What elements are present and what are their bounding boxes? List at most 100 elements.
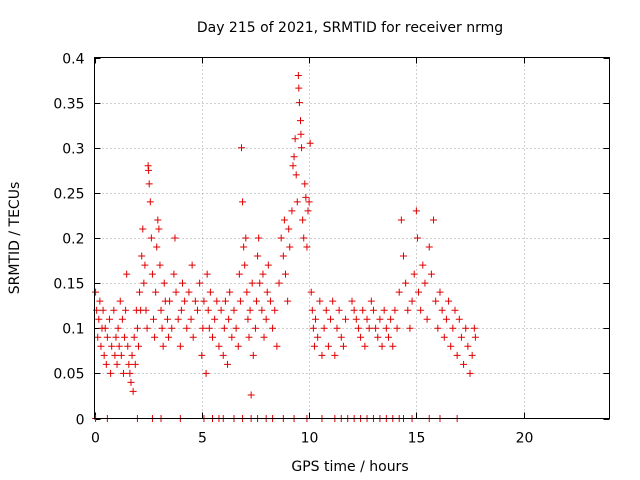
data-point: [302, 193, 310, 201]
data-point: [412, 207, 420, 215]
data-point: [121, 333, 129, 341]
data-point: [309, 324, 317, 332]
data-point: [249, 351, 257, 359]
data-point: [248, 279, 256, 287]
data-point: [145, 180, 153, 188]
data-point: [284, 297, 292, 305]
data-point: [299, 216, 307, 224]
data-point: [211, 315, 219, 323]
data-point: [145, 166, 153, 174]
data-point: [258, 306, 266, 314]
data-point: [107, 369, 115, 377]
x-tick-label: 0: [91, 431, 100, 447]
data-point: [247, 391, 255, 399]
data-point: [176, 342, 184, 350]
data-point: [203, 270, 211, 278]
data-point: [221, 297, 229, 305]
axis-ticks: 0 0.05 0.1 0.15 0.2 0.25 0.3 0.35 0.4 0 5 10 15 20: [53, 52, 610, 447]
data-point: [143, 324, 151, 332]
data-point: [369, 306, 377, 314]
data-point: [306, 139, 314, 147]
data-point: [300, 234, 308, 242]
data-point: [198, 351, 206, 359]
data-point: [427, 270, 435, 278]
data-point: [152, 288, 160, 296]
data-point: [440, 333, 448, 341]
x-tick-label: 5: [198, 431, 207, 447]
data-point: [285, 225, 293, 233]
data-point: [191, 297, 199, 305]
data-point: [156, 261, 164, 269]
data-point: [434, 324, 442, 332]
data-point: [308, 306, 316, 314]
data-point: [92, 288, 100, 296]
data-point: [400, 252, 407, 260]
data-point: [288, 207, 296, 215]
data-point: [449, 324, 457, 332]
data-point: [331, 351, 339, 359]
data-point: [275, 279, 283, 287]
data-point: [305, 198, 313, 206]
data-point: [100, 351, 108, 359]
data-point: [314, 333, 322, 341]
data-point: [397, 216, 405, 224]
data-point: [94, 333, 102, 341]
data-point: [138, 252, 146, 260]
data-point: [273, 342, 281, 350]
data-point: [103, 333, 111, 341]
data-point: [151, 333, 159, 341]
data-point: [118, 315, 126, 323]
data-point: [464, 342, 472, 350]
data-point: [406, 324, 414, 332]
data-point: [269, 324, 277, 332]
data-point: [262, 315, 270, 323]
data-point: [291, 135, 299, 143]
data-point: [378, 342, 386, 350]
data-point: [419, 261, 427, 269]
data-point: [112, 333, 120, 341]
data-point: [277, 234, 285, 242]
data-point: [127, 378, 135, 386]
data-point: [417, 306, 425, 314]
data-point: [159, 342, 167, 350]
data-point: [122, 306, 130, 314]
data-point: [292, 171, 300, 179]
data-point: [96, 297, 104, 305]
data-point: [126, 369, 134, 377]
data-point: [303, 243, 311, 251]
data-point: [365, 324, 373, 332]
data-point: [160, 279, 168, 287]
data-point: [166, 297, 174, 305]
data-point: [111, 351, 119, 359]
data-point: [226, 288, 234, 296]
data-point: [445, 297, 453, 305]
data-point: [202, 369, 210, 377]
data-point: [304, 207, 312, 215]
data-point: [322, 306, 330, 314]
data-point: [217, 306, 225, 314]
data-point: [139, 225, 147, 233]
data-point: [204, 306, 212, 314]
data-point: [116, 297, 124, 305]
data-point: [177, 306, 185, 314]
data-point: [243, 288, 251, 296]
data-point: [256, 279, 264, 287]
data-point: [408, 297, 416, 305]
data-point: [393, 324, 401, 332]
data-point: [234, 342, 242, 350]
data-point: [466, 369, 474, 377]
y-tick-label: 0.15: [53, 277, 84, 293]
data-point: [471, 333, 479, 341]
data-point: [432, 297, 440, 305]
data-point: [447, 342, 455, 350]
data-point: [114, 324, 122, 332]
data-point: [387, 315, 395, 323]
data-point: [264, 261, 272, 269]
data-point: [232, 324, 240, 332]
data-point: [402, 279, 410, 287]
data-point: [310, 342, 318, 350]
data-point: [339, 342, 347, 350]
y-tick-label: 0.2: [62, 232, 84, 248]
data-point: [263, 288, 271, 296]
data-point: [170, 270, 178, 278]
